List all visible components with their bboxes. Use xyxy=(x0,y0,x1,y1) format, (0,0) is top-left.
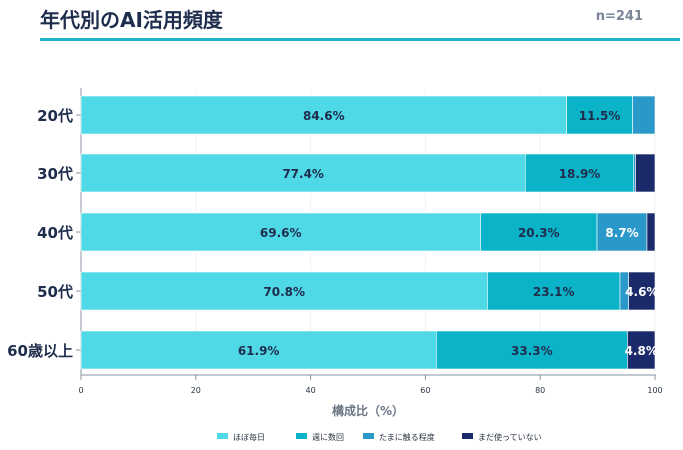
data-label: 69.6% xyxy=(260,226,302,240)
title-underline xyxy=(40,38,680,41)
data-label: 4.6% xyxy=(625,285,658,299)
category-label: 60歳以上 xyxy=(7,342,73,360)
data-label: 33.3% xyxy=(511,344,553,358)
data-label: 70.8% xyxy=(263,285,305,299)
bar-segment xyxy=(436,330,628,370)
bar-segment xyxy=(80,153,526,193)
x-axis-label: 構成比（%） xyxy=(332,403,404,418)
bar-segment xyxy=(632,95,656,135)
legend-swatch xyxy=(363,433,374,439)
bar-segment xyxy=(80,212,481,252)
data-label: 20.3% xyxy=(518,226,560,240)
legend-swatch xyxy=(217,433,228,439)
data-label: 4.8% xyxy=(625,344,658,358)
category-label: 40代 xyxy=(37,224,73,242)
bar-segment xyxy=(635,153,656,193)
bar-segment xyxy=(596,212,648,252)
bar-segment xyxy=(80,271,488,311)
category-label: 30代 xyxy=(37,165,73,183)
legend-label: ほぼ毎日 xyxy=(233,432,265,442)
legend-swatch xyxy=(462,433,473,439)
data-label: 61.9% xyxy=(238,344,280,358)
category-label: 50代 xyxy=(37,283,73,301)
data-label: 11.5% xyxy=(579,109,621,123)
bar-segment xyxy=(480,212,598,252)
x-tick-label: 40 xyxy=(306,386,316,395)
data-label: 8.7% xyxy=(605,226,638,240)
x-tick-label: 100 xyxy=(647,386,662,395)
data-label: 84.6% xyxy=(303,109,345,123)
legend-label: まだ使っていない xyxy=(478,432,542,442)
bar-segment xyxy=(628,271,656,311)
bar-segment xyxy=(524,153,635,193)
bar-segment xyxy=(566,95,633,135)
bar-segment xyxy=(627,330,656,370)
bar-segment xyxy=(646,212,656,252)
legend-label: 週に数回 xyxy=(312,432,344,442)
x-tick-label: 0 xyxy=(78,386,83,395)
x-tick-label: 60 xyxy=(420,386,430,395)
category-label: 20代 xyxy=(37,107,73,125)
chart-title: 年代別のAI活用頻度 xyxy=(40,8,223,32)
bar-segment xyxy=(80,95,567,135)
bar-segment xyxy=(80,330,437,370)
x-tick-label: 80 xyxy=(535,386,545,395)
legend-label: たまに触る程度 xyxy=(379,432,435,442)
bar-segment xyxy=(487,271,621,311)
data-label: 23.1% xyxy=(533,285,575,299)
x-tick-label: 20 xyxy=(191,386,201,395)
data-label: 77.4% xyxy=(282,167,324,181)
data-label: 18.9% xyxy=(559,167,601,181)
sample-size-label: n=241 xyxy=(595,9,643,24)
legend-swatch xyxy=(296,433,307,439)
